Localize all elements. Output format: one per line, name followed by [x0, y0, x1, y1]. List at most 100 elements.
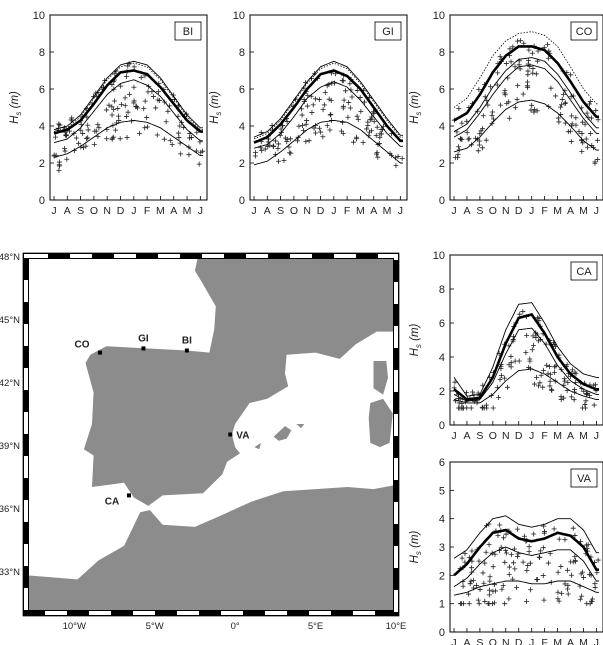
data-point	[526, 47, 532, 53]
data-point	[456, 105, 462, 111]
series-line-middle-thin	[453, 546, 599, 588]
data-point	[587, 130, 593, 136]
x-tick-label: M	[156, 205, 165, 217]
data-point	[304, 117, 310, 123]
station-ca: CA	[105, 493, 131, 507]
data-point	[56, 167, 62, 173]
data-point	[469, 565, 475, 571]
data-point	[177, 123, 183, 129]
series-line-lower-thin	[453, 368, 599, 404]
data-point	[482, 560, 488, 566]
y-tick-label: 6	[39, 84, 45, 96]
data-point	[142, 98, 148, 104]
y-tick-label: 4	[439, 352, 445, 364]
station-map: 48°N 45°N 42°N 39°N 36°N 33°N 10°W 5°W 0° 5°E 10°E…	[0, 252, 406, 632]
data-point	[106, 102, 112, 108]
land-mallorca	[273, 426, 292, 441]
series-line-lower-thin	[453, 99, 599, 153]
y-tick-label: 0	[39, 195, 45, 207]
data-point	[559, 97, 565, 103]
data-point	[367, 117, 373, 123]
data-point	[115, 106, 121, 112]
y-tick-label: 3	[439, 542, 445, 554]
data-point	[57, 163, 63, 169]
data-point	[530, 333, 536, 339]
data-point	[73, 135, 79, 141]
y-tick-label: 10	[433, 10, 445, 22]
frame-dash	[24, 254, 398, 615]
data-point	[568, 139, 574, 145]
data-point	[565, 129, 571, 135]
x-tick-label: N	[303, 205, 311, 217]
data-point	[354, 113, 360, 119]
station-marker	[141, 346, 146, 351]
plot-frame	[449, 254, 603, 426]
data-point	[562, 101, 568, 107]
data-point	[338, 128, 344, 134]
data-point	[569, 367, 575, 373]
data-point	[457, 136, 463, 142]
data-point	[592, 160, 598, 166]
data-point	[517, 66, 523, 72]
data-point	[294, 138, 300, 144]
y-axis-label: Hs (m)	[209, 91, 223, 124]
data-point	[579, 593, 585, 599]
data-point	[530, 65, 536, 71]
x-tick-label: D	[117, 205, 125, 217]
data-point	[343, 88, 349, 94]
data-point	[167, 138, 173, 144]
data-point	[579, 149, 585, 155]
x-tick-label: S	[277, 205, 284, 217]
data-point	[83, 136, 89, 142]
data-point	[483, 402, 489, 408]
data-point	[490, 564, 496, 570]
data-point	[573, 122, 579, 128]
data-point	[117, 136, 123, 142]
data-point	[568, 394, 574, 400]
data-point	[520, 309, 526, 315]
data-point	[312, 96, 318, 102]
data-point	[276, 141, 282, 147]
data-point	[558, 104, 564, 110]
data-point	[373, 151, 379, 157]
x-tick-label: A	[264, 205, 271, 217]
data-point	[515, 83, 521, 89]
series-line-lower-thin	[453, 580, 599, 596]
y-axis-label: Hs (m)	[409, 91, 423, 124]
data-point	[481, 580, 487, 586]
data-point	[194, 129, 200, 135]
data-point	[541, 597, 547, 603]
land-sardinia	[368, 398, 393, 448]
y-tick-label: 2	[439, 386, 445, 398]
series-line-median-thick	[53, 69, 203, 135]
y-tick-label: 8	[439, 47, 445, 59]
data-point	[569, 113, 575, 119]
data-point	[593, 107, 599, 113]
data-point	[68, 117, 74, 123]
data-point	[475, 597, 481, 603]
data-point	[153, 105, 159, 111]
data-point	[508, 552, 514, 558]
data-point	[506, 564, 512, 570]
data-point	[288, 150, 294, 156]
data-point	[502, 601, 508, 607]
data-point	[253, 150, 259, 156]
data-point	[371, 111, 377, 117]
data-point	[316, 96, 322, 102]
data-point	[568, 559, 574, 565]
data-point	[562, 378, 568, 384]
data-point	[373, 132, 379, 138]
lat-tick-label: 45°N	[0, 315, 20, 326]
x-tick-label: M	[383, 205, 392, 217]
data-point	[109, 81, 115, 87]
x-tick-label: J	[451, 205, 456, 217]
x-tick-label: A	[370, 205, 377, 217]
x-tick-label: D	[515, 637, 523, 645]
x-tick-label: A	[64, 205, 71, 217]
panel-tag-box	[570, 468, 598, 488]
x-tick-label: J	[331, 205, 336, 217]
data-point	[327, 127, 333, 133]
series-line-dotted	[453, 31, 599, 108]
land-ibiza	[254, 442, 261, 450]
